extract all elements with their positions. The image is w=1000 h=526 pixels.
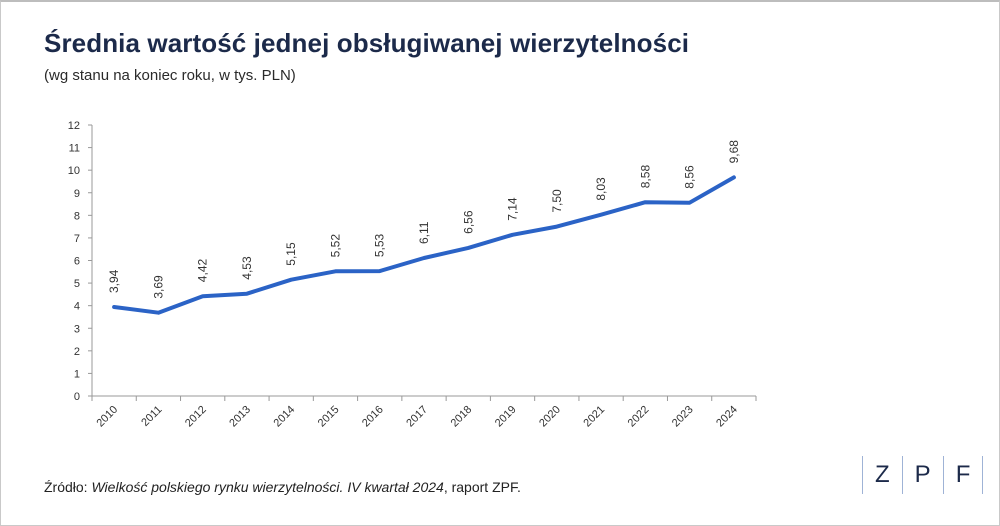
logo-divider <box>901 456 903 494</box>
x-tick-label: 2011 <box>139 404 164 429</box>
y-tick-label: 7 <box>74 233 80 245</box>
x-tick-label: 2012 <box>183 404 209 430</box>
x-tick-label: 2020 <box>537 404 563 430</box>
x-tick-label: 2015 <box>316 404 342 430</box>
x-tick-label: 2024 <box>714 404 740 430</box>
source-title: Wielkość polskiego rynku wierzytelności.… <box>91 479 444 495</box>
x-tick-label: 2023 <box>670 404 696 430</box>
y-tick-label: 9 <box>74 188 80 200</box>
x-tick-label: 2010 <box>94 404 120 430</box>
chart-title: Średnia wartość jednej obsługiwanej wier… <box>44 28 690 58</box>
source-note: Źródło: Wielkość polskiego rynku wierzyt… <box>44 479 521 495</box>
y-tick-label: 5 <box>74 278 80 290</box>
y-tick-label: 3 <box>74 323 80 335</box>
data-label: 6,11 <box>417 221 431 244</box>
source-prefix: Źródło: <box>44 479 92 495</box>
y-tick-label: 10 <box>68 165 80 177</box>
x-tick-label: 2016 <box>360 404 386 430</box>
data-label: 6,56 <box>461 210 475 234</box>
series-line <box>112 175 736 315</box>
x-tick-label: 2018 <box>449 404 475 430</box>
logo-divider <box>982 456 984 494</box>
data-label: 5,53 <box>373 233 387 257</box>
x-tick-label: 2022 <box>626 404 652 430</box>
data-label: 4,53 <box>240 256 254 280</box>
data-label: 9,68 <box>727 140 741 164</box>
y-tick-label: 12 <box>68 120 80 132</box>
y-tick-label: 4 <box>74 301 80 313</box>
logo-letter-p: P <box>914 461 931 488</box>
y-tick-label: 8 <box>74 210 80 222</box>
y-tick-label: 0 <box>74 391 80 403</box>
data-label: 7,50 <box>550 189 564 213</box>
logo-divider <box>942 456 944 494</box>
logo-letter-f: F <box>955 461 971 488</box>
source-suffix: , raport ZPF. <box>443 479 521 495</box>
x-tick-label: 2017 <box>404 404 430 430</box>
y-tick-label: 1 <box>74 368 80 380</box>
y-tick-label: 2 <box>74 346 80 358</box>
x-tick-label: 2013 <box>227 404 253 430</box>
x-tick-label: 2014 <box>272 404 298 430</box>
y-tick-label: 6 <box>74 256 80 268</box>
x-tick-label: 2019 <box>493 404 519 430</box>
data-label: 4,42 <box>196 259 210 283</box>
data-label: 7,14 <box>506 197 520 221</box>
data-label: 8,56 <box>683 165 697 189</box>
zpf-logo: Z P F <box>862 455 984 495</box>
logo-divider <box>862 456 863 494</box>
x-tick-label: 2021 <box>581 404 607 430</box>
y-tick-label: 11 <box>69 143 80 155</box>
data-label: 8,58 <box>638 165 652 189</box>
data-label: 5,15 <box>284 242 298 266</box>
data-label: 5,52 <box>328 234 342 258</box>
data-label: 3,69 <box>151 275 165 299</box>
chart-subtitle: (wg stanu na koniec roku, w tys. PLN) <box>44 67 296 84</box>
data-label: 8,03 <box>594 177 608 201</box>
logo-letter-z: Z <box>875 461 890 488</box>
data-label: 3,94 <box>107 269 121 293</box>
